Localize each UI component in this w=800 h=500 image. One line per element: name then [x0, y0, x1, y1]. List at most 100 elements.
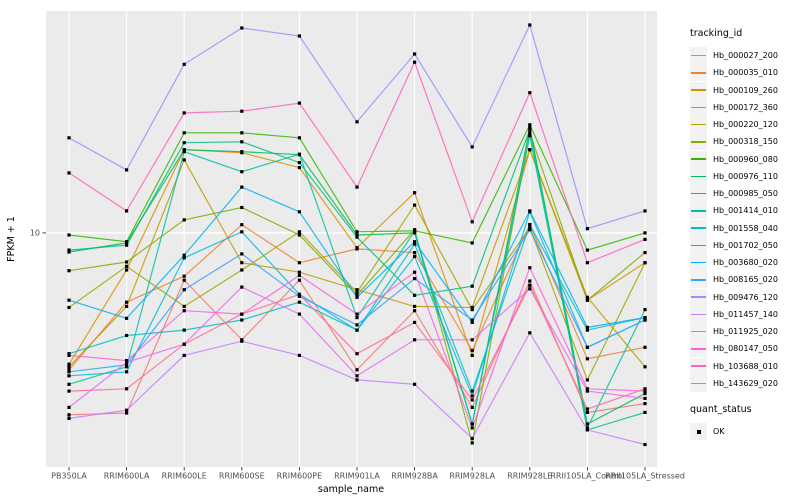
legend-item-Hb_000985_050: Hb_000985_050 — [690, 185, 778, 203]
data-point — [182, 328, 186, 332]
data-point — [182, 288, 186, 292]
data-point — [125, 243, 129, 247]
data-point — [355, 328, 359, 332]
legend-line-swatch — [690, 323, 707, 341]
legend-item-Hb_000960_080: Hb_000960_080 — [690, 150, 778, 168]
data-point — [240, 252, 244, 256]
data-point — [528, 123, 532, 127]
data-point — [528, 226, 532, 230]
data-point — [240, 170, 244, 174]
data-point — [125, 333, 129, 338]
legend-item-label: Hb_000220_120 — [713, 120, 778, 130]
data-point — [297, 136, 301, 140]
data-point — [585, 248, 589, 252]
legend-item-Hb_080147_050: Hb_080147_050 — [690, 340, 778, 358]
data-point — [528, 23, 532, 27]
data-point — [67, 248, 71, 252]
data-point — [240, 140, 244, 144]
legend-item-Hb_011925_020: Hb_011925_020 — [690, 323, 778, 341]
data-point — [67, 298, 71, 302]
y-tick-label: 10 — [30, 229, 40, 238]
x-tick-label: RRIM600LA — [104, 472, 150, 481]
legend-line-swatch — [690, 167, 707, 185]
data-point — [528, 91, 532, 95]
quant-ok-point-swatch — [690, 423, 707, 441]
legend-line-swatch — [690, 288, 707, 306]
y-axis-title: FPKM + 1 — [6, 216, 17, 262]
data-point — [470, 353, 474, 357]
data-point — [585, 410, 589, 414]
legend-item-label: Hb_011925_020 — [713, 327, 778, 337]
legend-item-Hb_011457_140: Hb_011457_140 — [690, 305, 778, 323]
data-point — [182, 253, 186, 257]
data-point — [240, 26, 244, 30]
data-point — [182, 111, 186, 115]
legend-item-Hb_000027_200: Hb_000027_200 — [690, 47, 778, 65]
data-point — [585, 261, 589, 265]
data-point — [528, 148, 532, 152]
data-point — [297, 34, 301, 38]
data-point — [297, 300, 301, 304]
data-point — [643, 365, 647, 369]
data-point — [413, 304, 417, 308]
x-tick-label: RRIM600PE — [277, 472, 323, 481]
data-point — [528, 279, 532, 283]
data-point — [355, 295, 359, 299]
legend-tracking-items: Hb_000027_200 Hb_000035_010 Hb_000109_260 H… — [690, 47, 778, 392]
x-tick-label: RRIM600SE — [219, 472, 265, 481]
data-point — [470, 426, 474, 430]
legend-line-swatch — [690, 374, 707, 392]
data-point — [182, 131, 186, 135]
data-point — [585, 407, 589, 411]
data-point — [125, 359, 129, 363]
data-point — [585, 295, 589, 299]
data-point — [297, 292, 301, 296]
data-point — [67, 362, 71, 366]
data-point — [240, 285, 244, 289]
data-point — [67, 353, 71, 357]
data-point — [67, 352, 71, 356]
legend-line-swatch — [690, 271, 707, 289]
data-point — [470, 394, 474, 398]
legend-item-Hb_000035_010: Hb_000035_010 — [690, 64, 778, 82]
data-point — [585, 328, 589, 332]
legend-line-swatch — [690, 98, 707, 116]
legend-item-label: Hb_001702_050 — [713, 240, 778, 250]
data-point — [585, 325, 589, 329]
legend-title-quant-status: quant_status — [690, 404, 752, 415]
legend-item-Hb_000318_150: Hb_000318_150 — [690, 133, 778, 151]
x-tick-label: RRII105LA_Control — [550, 472, 624, 481]
data-point — [528, 125, 532, 130]
legend-title-tracking-id: tracking_id — [690, 28, 743, 39]
legend-item-label: Hb_003680_020 — [713, 258, 778, 268]
data-point — [585, 227, 589, 231]
data-point — [67, 389, 71, 393]
data-point — [413, 229, 417, 233]
data-point — [182, 62, 186, 66]
legend-line-swatch — [690, 81, 707, 99]
legend-item-label: Hb_009476_120 — [713, 292, 778, 302]
data-point — [643, 402, 647, 406]
data-point — [67, 269, 71, 273]
legend-line-swatch — [690, 236, 707, 254]
data-point — [240, 109, 244, 113]
data-point — [240, 205, 244, 210]
data-point — [470, 441, 474, 445]
data-point — [240, 150, 244, 154]
data-point — [297, 273, 301, 277]
data-point — [125, 300, 129, 304]
data-point — [413, 60, 417, 64]
legend-item-Hb_000976_110: Hb_000976_110 — [690, 167, 778, 185]
legend-line-swatch — [690, 254, 707, 272]
data-point — [413, 277, 417, 281]
data-point — [240, 131, 244, 135]
legend-item-Hb_008165_020: Hb_008165_020 — [690, 271, 778, 289]
data-point — [643, 237, 647, 241]
data-point — [125, 363, 129, 367]
legend-item-Hb_001558_040: Hb_001558_040 — [690, 219, 778, 237]
data-point — [528, 131, 532, 135]
data-point — [67, 136, 71, 140]
data-point — [528, 127, 532, 132]
